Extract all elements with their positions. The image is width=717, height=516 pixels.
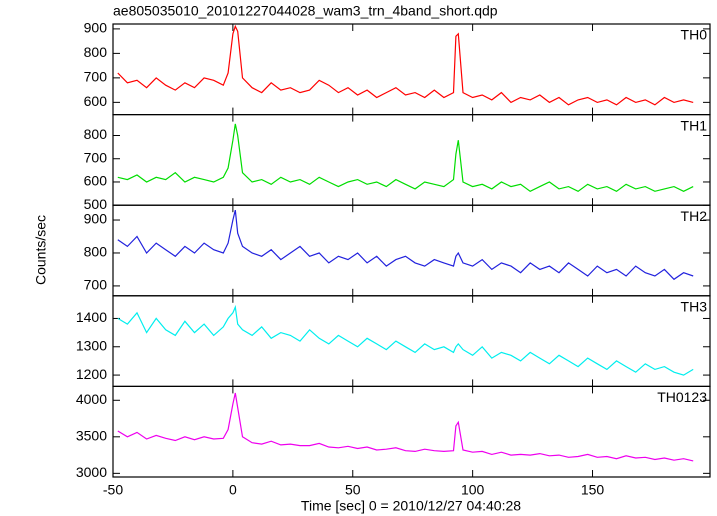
x-tick-label: -50: [103, 482, 123, 498]
y-tick-label: 800: [84, 44, 108, 60]
x-tick-label: 100: [461, 482, 485, 498]
y-tick-label: 500: [84, 196, 108, 212]
data-line: [117, 209, 694, 281]
y-tick-label: 600: [84, 173, 108, 189]
panel-frame: [112, 385, 711, 478]
y-tick-label: 3000: [76, 464, 107, 480]
y-tick-label: 1200: [76, 366, 107, 382]
x-tick-label: 50: [345, 482, 361, 498]
y-tick-label: 700: [84, 277, 108, 293]
y-tick-label: 1300: [76, 337, 107, 353]
legend-label: TH0: [681, 27, 708, 43]
panel-frame: [112, 23, 711, 116]
data-line: [117, 304, 694, 376]
y-tick-label: 800: [84, 244, 108, 260]
data-line: [117, 24, 694, 106]
legend-label: TH1: [681, 117, 708, 133]
y-tick-label: 600: [84, 93, 108, 109]
panel-frame: [112, 204, 711, 297]
y-tick-label: 1400: [76, 309, 107, 325]
y-tick-label: 700: [84, 149, 108, 165]
x-axis-label: Time [sec] 0 = 2010/12/27 04:40:28: [301, 498, 521, 514]
y-tick-label: 800: [84, 126, 108, 142]
data-line: [117, 392, 694, 462]
legend-label: TH2: [681, 208, 708, 224]
y-tick-label: 3500: [76, 428, 107, 444]
panel-frame: [112, 113, 711, 206]
legend-label: TH3: [681, 299, 708, 315]
x-tick-label: 0: [229, 482, 237, 498]
y-tick-label: 900: [84, 20, 108, 36]
x-tick-label: 150: [581, 482, 605, 498]
data-line: [117, 123, 694, 192]
y-tick-label: 700: [84, 69, 108, 85]
chart-title: ae805035010_20101227044028_wam3_trn_4ban…: [113, 3, 498, 19]
y-tick-label: 900: [84, 211, 108, 227]
y-tick-label: 4000: [76, 391, 107, 407]
y-axis-label: Counts/sec: [33, 215, 49, 285]
panel-frame: [112, 295, 711, 387]
legend-label: TH0123: [657, 389, 707, 405]
